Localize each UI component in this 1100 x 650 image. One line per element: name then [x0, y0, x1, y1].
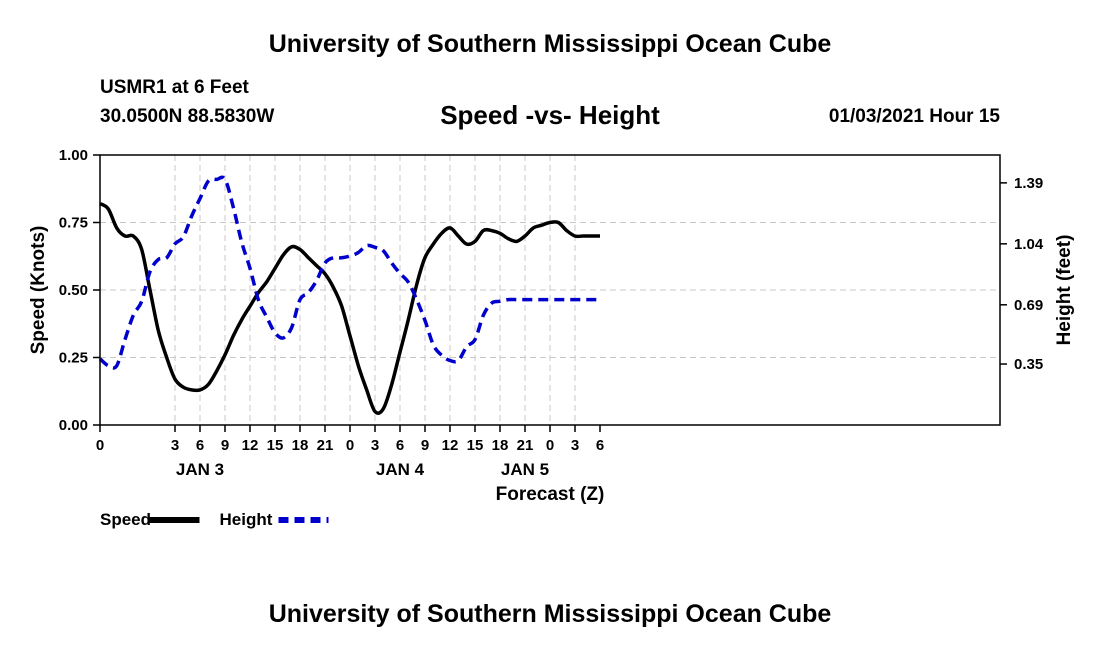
chart-subtitle: Speed -vs- Height: [440, 100, 660, 130]
date-label: JAN 5: [501, 460, 549, 479]
x-tick-label: 21: [317, 437, 334, 454]
x-tick-label: 3: [371, 437, 379, 454]
station-label: USMR1 at 6 Feet: [100, 77, 249, 98]
x-tick-label: 6: [196, 437, 204, 454]
y-left-tick-label: 0.75: [59, 215, 88, 232]
forecast-datetime: 01/03/2021 Hour 15: [828, 106, 1000, 127]
y-left-tick-label: 1.00: [59, 147, 88, 164]
x-tick-label: 6: [396, 437, 404, 454]
legend-label-speed: Speed: [100, 510, 151, 529]
x-tick-label: 3: [171, 437, 179, 454]
y-left-tick-label: 0.00: [59, 417, 88, 434]
y-left-tick-label: 0.50: [59, 282, 88, 299]
x-tick-label: 9: [221, 437, 229, 454]
x-tick-label: 0: [96, 437, 104, 454]
x-tick-label: 12: [242, 437, 259, 454]
x-tick-label: 15: [267, 437, 284, 454]
x-tick-label: 6: [596, 437, 604, 454]
y-left-tick-label: 0.25: [59, 350, 88, 367]
y-right-tick-label: 1.04: [1014, 236, 1044, 253]
y-axis-right-label: Height (feet): [1054, 235, 1075, 346]
legend: Speed Height: [100, 510, 329, 529]
x-tick-label: 0: [346, 437, 354, 454]
date-label: JAN 3: [176, 460, 224, 479]
chart-title-top: University of Southern Mississippi Ocean…: [268, 30, 832, 58]
y-axis-left-label: Speed (Knots): [28, 226, 49, 355]
x-tick-label: 3: [571, 437, 579, 454]
y-right-tick-label: 0.35: [1014, 356, 1043, 373]
x-tick-label: 12: [442, 437, 459, 454]
y-right-tick-label: 0.69: [1014, 297, 1043, 314]
legend-label-height: Height: [220, 510, 273, 529]
x-axis-label: Forecast (Z): [496, 484, 605, 505]
chart-title-bottom: University of Southern Mississippi Ocean…: [268, 600, 832, 628]
x-tick-label: 18: [492, 437, 509, 454]
series-layer: [98, 175, 600, 415]
y-right-tick-label: 1.39: [1014, 175, 1043, 192]
series-line-height: [98, 175, 600, 370]
x-tick-label: 0: [546, 437, 554, 454]
x-tick-label: 9: [421, 437, 429, 454]
date-label: JAN 4: [376, 460, 425, 479]
x-tick-label: 21: [517, 437, 534, 454]
coordinates-label: 30.0500N 88.5830W: [100, 106, 275, 127]
x-tick-label: 15: [467, 437, 484, 454]
x-tick-label: 18: [292, 437, 309, 454]
grid-layer: [100, 155, 1000, 425]
series-line-speed: [99, 202, 600, 415]
